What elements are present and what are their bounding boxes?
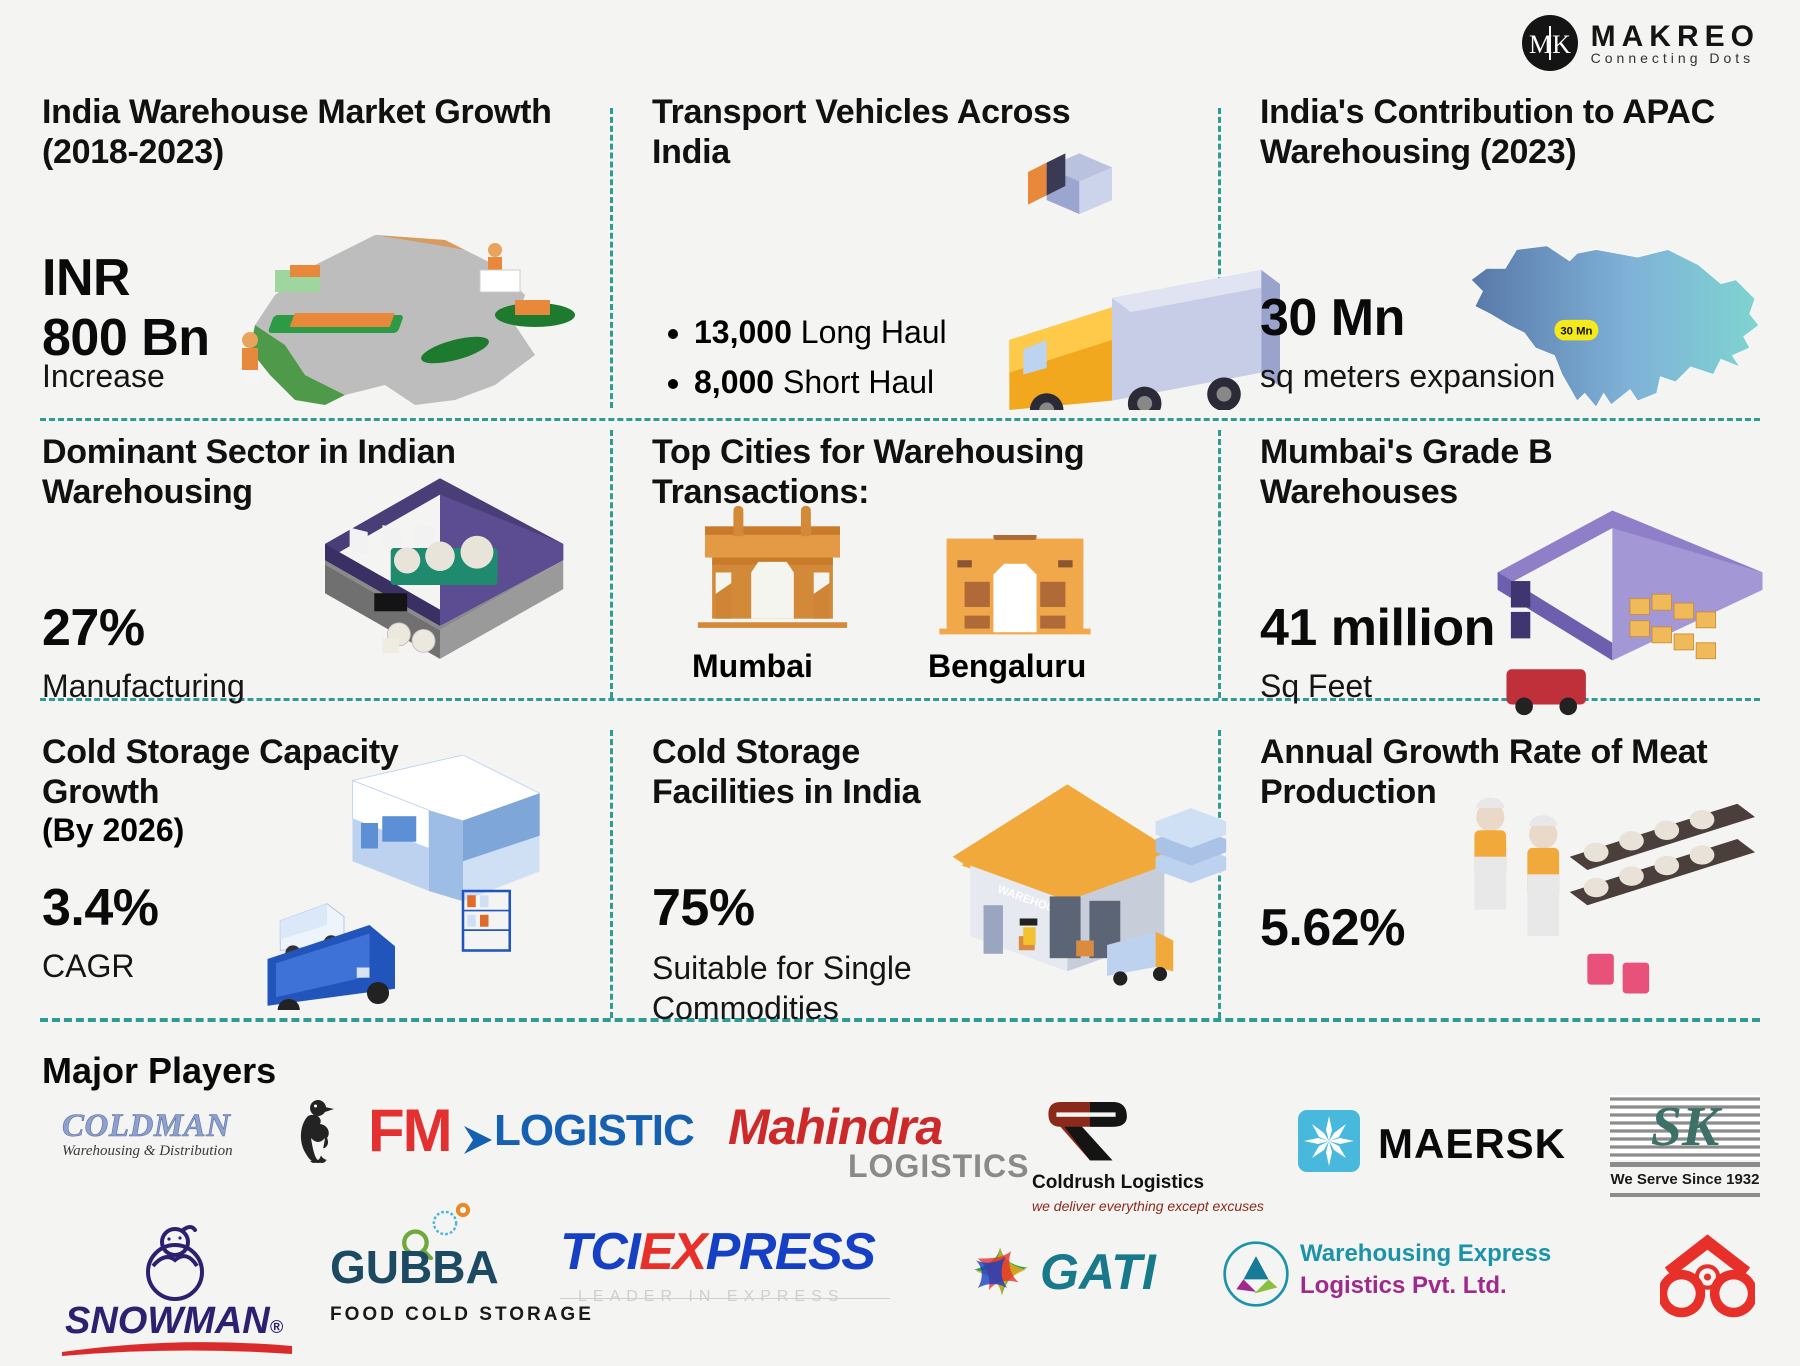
svg-text:30 Mn: 30 Mn	[1560, 325, 1592, 337]
svg-text:We Serve Since 1932: We Serve Since 1932	[1611, 1171, 1760, 1188]
svg-text:SK: SK	[1651, 1096, 1723, 1158]
